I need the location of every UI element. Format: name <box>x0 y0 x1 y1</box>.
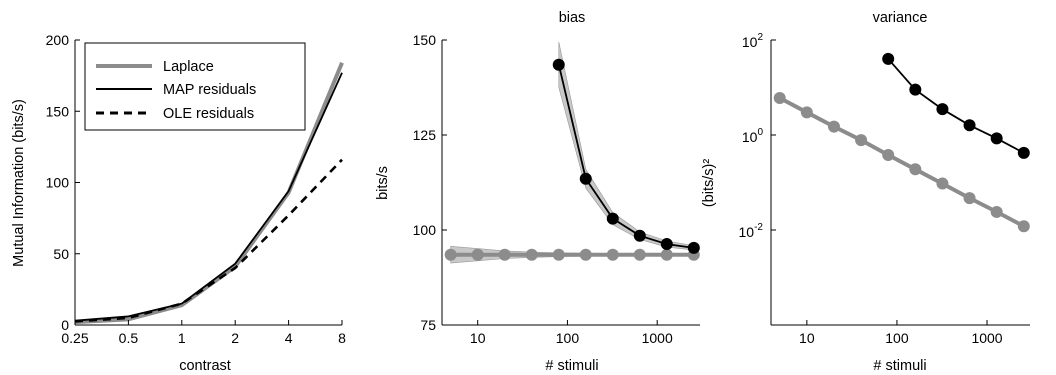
x-tick-label: 100 <box>885 330 909 346</box>
data-point <box>827 120 840 133</box>
legend-label-map: MAP residuals <box>163 82 256 98</box>
x-tick-label: 0.25 <box>61 330 88 346</box>
x-tick-label: 10 <box>799 330 815 346</box>
y-tick-label: 75 <box>420 317 436 333</box>
x-tick-label: 1000 <box>971 330 1002 346</box>
data-point <box>444 248 457 261</box>
tick-group: 0.25 0.5 1 2 4 8 0 50 100 150 200 <box>46 32 346 346</box>
x-tick-label: 0.5 <box>119 330 139 346</box>
data-point <box>687 241 700 254</box>
series-group <box>773 52 1030 233</box>
y-tick-label: 102 <box>742 32 764 50</box>
data-point <box>606 248 619 261</box>
panel-contrast: 0.25 0.5 1 2 4 8 0 50 100 150 200 Laplace MAP resi… <box>11 32 346 374</box>
x-axis-label: # stimuli <box>545 358 598 374</box>
y-tick-label: 0 <box>61 317 69 333</box>
x-tick-label: 8 <box>338 330 346 346</box>
y-axis-label: (bits/s)² <box>701 159 717 208</box>
series-line-0 <box>778 96 1025 228</box>
legend-label-ole: OLE residuals <box>163 106 254 122</box>
legend: Laplace MAP residuals OLE residuals <box>84 42 306 131</box>
x-tick-label: 4 <box>285 330 293 346</box>
data-point <box>498 248 511 261</box>
data-point <box>990 205 1003 218</box>
y-tick-label: 150 <box>46 103 70 119</box>
panel-variance: 10 100 1000 102 100 10-2 variance # stimuli (… <box>701 10 1030 374</box>
data-point <box>773 92 786 105</box>
y-tick-label: 150 <box>413 32 437 48</box>
data-point <box>579 172 592 185</box>
panel-bias: 10 100 1000 75 100 125 150 bias # stimuli bits… <box>375 10 700 374</box>
legend-label-laplace: Laplace <box>163 59 214 75</box>
data-point <box>660 238 673 251</box>
data-point <box>936 103 949 116</box>
data-point <box>990 132 1003 145</box>
tick-group: 10 100 1000 75 100 125 150 <box>413 32 673 346</box>
y-tick-label: 100 <box>413 222 437 238</box>
y-axis-label: bits/s <box>375 166 391 200</box>
data-point <box>633 248 646 261</box>
x-tick-label: 10 <box>470 330 486 346</box>
y-tick-label: 50 <box>53 246 69 262</box>
y-tick-label: 200 <box>46 32 70 48</box>
y-tick-label: 100 <box>742 127 764 145</box>
legend-box <box>84 42 306 131</box>
panel-title: variance <box>873 10 928 26</box>
series-line-1 <box>887 58 1025 154</box>
data-point <box>963 119 976 132</box>
data-point <box>855 134 868 147</box>
y-axis-label: Mutual Information (bits/s) <box>11 99 27 267</box>
data-point <box>579 248 592 261</box>
series-line-2 <box>74 158 343 323</box>
data-point <box>471 248 484 261</box>
y-tick-label: 100 <box>46 175 70 191</box>
series-group <box>444 41 700 264</box>
data-point <box>800 106 813 119</box>
data-point <box>936 177 949 190</box>
data-point <box>525 248 538 261</box>
data-point <box>552 248 565 261</box>
data-point <box>633 229 646 242</box>
data-point <box>606 212 619 225</box>
data-point <box>909 163 922 176</box>
series-group <box>74 62 344 325</box>
y-tick-label: 125 <box>413 127 437 143</box>
series-line-1 <box>74 72 343 322</box>
x-tick-label: 2 <box>231 330 239 346</box>
data-point <box>1017 220 1030 233</box>
x-axis-label: # stimuli <box>873 358 926 374</box>
x-tick-label: 100 <box>556 330 580 346</box>
data-point <box>909 83 922 96</box>
x-tick-label: 1000 <box>642 330 673 346</box>
x-tick-label: 1 <box>178 330 186 346</box>
data-point <box>963 192 976 205</box>
panel-title: bias <box>559 10 586 26</box>
tick-group: 10 100 1000 102 100 10-2 <box>739 32 1003 346</box>
data-point <box>1017 146 1030 159</box>
y-tick-label: 10-2 <box>739 222 764 240</box>
data-point <box>882 148 895 161</box>
confidence-band-1 <box>558 41 695 251</box>
data-point <box>882 52 895 65</box>
data-point <box>660 248 673 261</box>
data-point <box>552 58 565 71</box>
x-axis-label: contrast <box>179 358 231 374</box>
